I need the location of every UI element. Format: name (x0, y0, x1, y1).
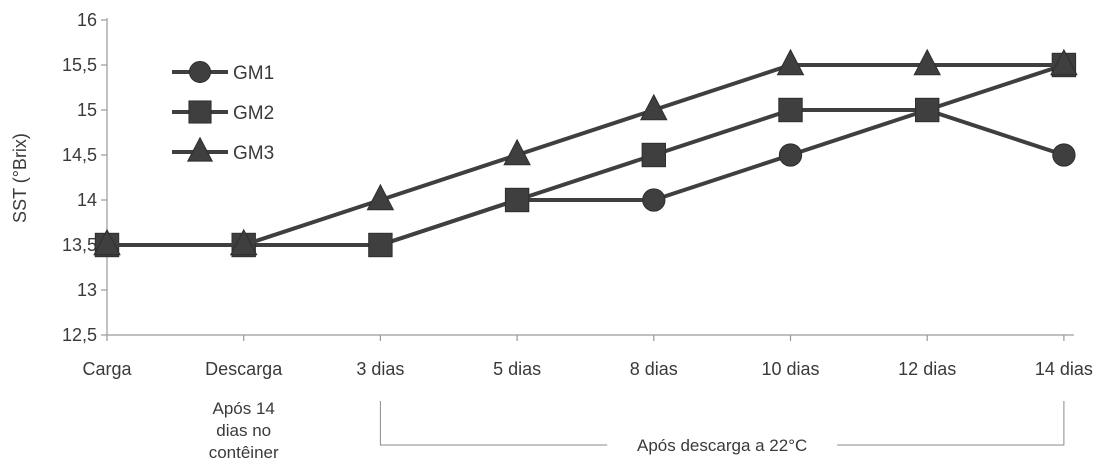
data-point-circle (1052, 143, 1076, 167)
bracket-right (837, 401, 1065, 446)
data-point-triangle (913, 48, 941, 76)
bracket-label: Após descarga a 22°C (637, 436, 807, 455)
x-tick-label: Descarga (205, 359, 283, 379)
data-point-square (641, 142, 666, 168)
x-tick-label: Carga (82, 359, 132, 379)
data-point-triangle (503, 138, 531, 166)
y-tick-label: 13 (77, 280, 97, 300)
x-tick-label: 3 dias (356, 359, 404, 379)
container-note-line: dias no (216, 421, 271, 440)
x-tick-label: 5 dias (493, 359, 541, 379)
container-note-line: contêiner (209, 443, 279, 462)
data-point-triangle (93, 228, 121, 256)
y-tick-label: 15 (77, 100, 97, 120)
data-point-circle (778, 143, 803, 167)
legend-label: GM1 (233, 63, 274, 84)
y-tick-label: 16 (77, 10, 97, 30)
x-tick-label: 8 dias (630, 359, 678, 379)
data-point-square (504, 187, 530, 213)
legend: GM1 GM2 GM3 (172, 60, 274, 164)
data-point-triangle (229, 228, 258, 256)
data-point-triangle (366, 183, 395, 211)
legend-marker-circle (188, 60, 212, 84)
x-tick-label: 14 dias (1035, 359, 1093, 379)
series-group (93, 48, 1078, 258)
bracket-left (379, 401, 608, 446)
y-tick-labels: 12,5 13 13,5 14 14,5 15 15,5 16 (62, 10, 97, 345)
legend-marker-triangle (186, 136, 214, 162)
legend-label: GM3 (233, 143, 274, 164)
y-tick-label: 13,5 (62, 235, 97, 255)
series-line (107, 63, 1065, 247)
legend-item-gm1: GM1 (172, 60, 274, 84)
data-point-circle (642, 188, 666, 212)
legend-item-gm2: GM2 (172, 100, 274, 124)
series-line (107, 63, 1064, 247)
y-axis-title: SST (°Brix) (10, 133, 30, 223)
y-tick-label: 14 (77, 190, 97, 210)
x-tick-label: 10 dias (761, 359, 819, 379)
legend-item-gm3: GM3 (172, 136, 274, 164)
y-tick-label: 12,5 (62, 325, 97, 345)
data-point-triangle (776, 48, 805, 76)
container-note-line: Após 14 (213, 399, 275, 418)
annotations: Após 14 dias no contêiner Após descarga a 2… (209, 399, 1065, 462)
series-gm3 (93, 48, 1078, 256)
series-gm2 (94, 52, 1077, 258)
data-point-square (778, 97, 803, 123)
data-point-triangle (640, 93, 668, 121)
data-point-square (915, 97, 940, 123)
x-tick-label: 12 dias (898, 359, 956, 379)
y-tick-label: 14,5 (62, 145, 97, 165)
legend-marker-square (188, 100, 212, 124)
y-tick-label: 15,5 (62, 55, 97, 75)
axes (101, 18, 1074, 341)
x-tick-labels: Carga Descarga 3 dias 5 dias 8 dias 10 dias 12… (82, 359, 1092, 379)
data-point-triangle (1050, 48, 1078, 76)
legend-label: GM2 (233, 103, 274, 124)
data-point-square (368, 232, 393, 258)
